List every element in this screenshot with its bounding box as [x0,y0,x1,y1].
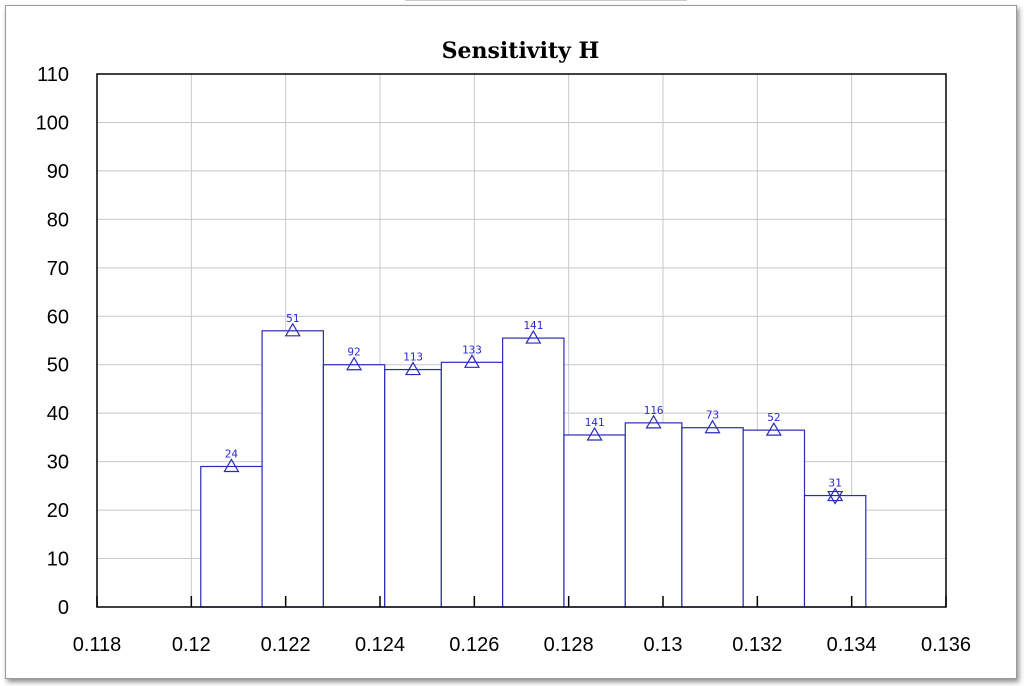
triangle-marker [463,354,481,368]
y-tick-label: 20 [47,500,69,522]
data-label: 92 [347,346,360,359]
histogram-bar [322,364,386,608]
inverted-triangle-marker [827,490,844,505]
data-label: 116 [644,404,664,417]
triangle-marker [586,426,603,441]
triangle-marker [827,487,844,502]
x-tick-label: 0.124 [355,634,405,656]
y-tick-label: 60 [47,306,69,328]
histogram-bar [681,427,744,608]
x-tick-label: 0.118 [73,634,122,656]
histogram-bar [742,429,806,608]
triangle-marker [645,414,662,429]
y-tick-label: 100 [36,112,69,134]
y-tick-label: 0 [58,597,69,619]
y-tick-labels: 0 10 20 30 40 50 60 70 80 90 100 110 [36,64,69,619]
x-tick-label: 0.132 [732,634,782,656]
data-label: 113 [403,351,423,364]
plot-area-border [96,73,947,608]
data-label: 73 [706,409,719,422]
y-tick-label: 30 [47,452,69,474]
histogram-bar [440,361,504,608]
x-tick-label: 0.136 [921,634,971,656]
histogram-bar [384,368,442,608]
data-label: 31 [829,477,842,490]
y-tick-label: 40 [47,403,69,425]
triangle-marker [223,458,240,473]
data-label: 141 [585,416,605,429]
x-tick-label: 0.12 [172,634,211,656]
y-tick-label: 110 [37,64,69,86]
chart-title: Sensitivity H [442,38,600,64]
x-tick-label: 0.128 [544,634,594,656]
data-label: 52 [767,411,780,424]
bars-group [200,330,867,608]
data-label: 24 [225,447,239,460]
triangle-marker [346,356,363,371]
data-label: 51 [286,312,299,325]
x-tick-label: 0.13 [644,634,683,656]
histogram-bar [803,494,867,608]
triangle-marker [704,419,721,434]
y-tick-label: 80 [47,209,69,231]
histogram-bar [563,434,626,608]
histogram-bar [200,465,263,608]
histogram-bar [502,337,565,608]
histogram-bar [624,422,683,608]
y-tick-label: 70 [47,258,69,280]
triangle-marker [284,322,301,337]
triangle-marker [765,421,782,436]
histogram-bar [261,330,325,608]
triangle-marker [525,329,542,344]
y-tick-label: 50 [47,355,69,377]
data-label: 141 [523,319,543,332]
y-tick-label: 10 [47,549,69,571]
x-tick-label: 0.126 [449,634,499,656]
markers-group: 24 51 92 113 133 141 141 116 73 52 31 [223,312,844,505]
top-border-line [405,0,687,1]
x-tick-label: 0.134 [827,634,877,656]
triangle-marker [404,361,422,376]
x-tick-labels: 0.118 0.12 0.122 0.124 0.126 0.128 0.13 0.132 0.… [73,634,971,656]
x-tick-label: 0.122 [261,634,311,656]
data-label: 133 [462,343,482,356]
y-tick-label: 90 [47,161,69,183]
axes-group [96,73,947,608]
